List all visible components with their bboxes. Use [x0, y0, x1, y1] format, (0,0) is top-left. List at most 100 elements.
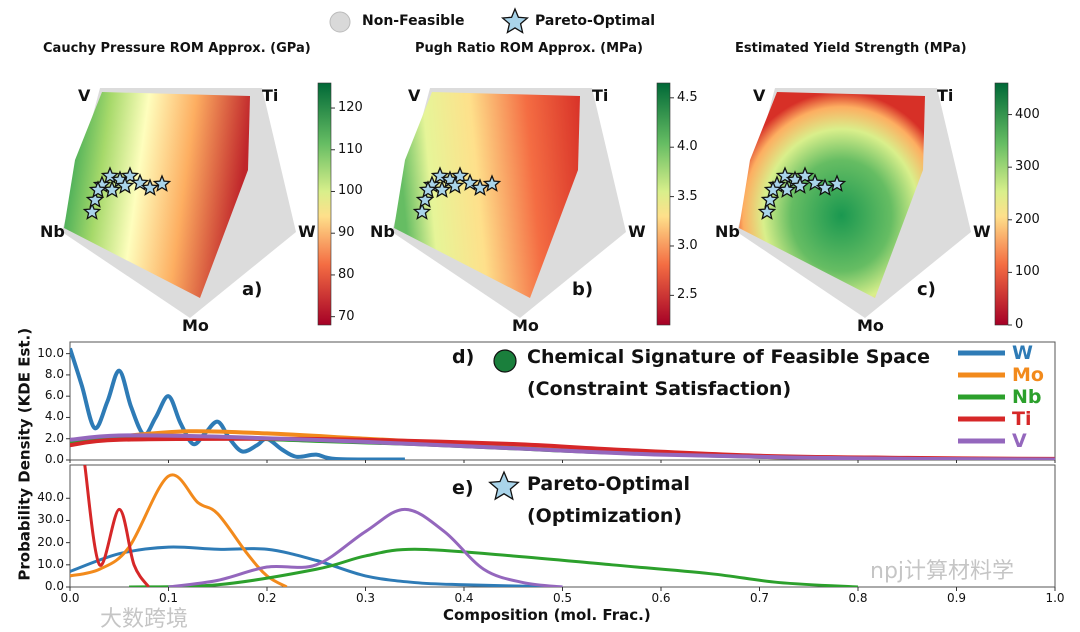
panel-label-c: c): [917, 279, 936, 300]
pareto-point-icon: [85, 190, 105, 208]
kde-line-nb: [129, 547, 859, 587]
colorbar-tick-label: 100: [338, 183, 363, 199]
x-tick-label: 0.5: [552, 591, 573, 605]
vertex-label-v: V: [408, 86, 421, 105]
x-tick-label: 0.0: [60, 591, 80, 605]
pareto-point-icon: [450, 166, 470, 184]
pareto-point-icon: [415, 190, 435, 208]
y-tick-label: 2.0: [44, 430, 64, 445]
vertex-label-ti: Ti: [592, 86, 609, 105]
colorbar-tick-label: 400: [1015, 106, 1040, 122]
y-tick-label: 20.0: [37, 534, 64, 549]
colorbar-tick-label: 3.5: [677, 188, 698, 204]
pareto-point-icon: [140, 178, 160, 196]
legend-label-w: W: [1012, 342, 1033, 364]
composition-map-b: [392, 88, 626, 318]
vertex-label-w: W: [628, 222, 646, 241]
pareto-point-icon: [115, 176, 135, 194]
x-tick-label: 0.8: [848, 591, 868, 605]
y-tick-label: 8.0: [44, 366, 64, 381]
legend-label-nb: Nb: [1012, 386, 1042, 408]
panel-label-b: b): [572, 279, 594, 300]
panel-e-subtitle: (Optimization): [527, 505, 683, 527]
panel-d-title: Chemical Signature of Feasible Space: [527, 346, 931, 368]
y-tick-label: 4.0: [44, 409, 64, 424]
pareto-point-icon: [777, 180, 797, 198]
map-a-title: Cauchy Pressure ROM Approx. (GPa): [43, 41, 311, 56]
pareto-point-icon: [815, 178, 835, 196]
vertex-label-mo: Mo: [182, 316, 209, 335]
legend-pareto-label: Pareto-Optimal: [535, 13, 656, 29]
x-tick-label: 0.1: [158, 591, 179, 605]
x-axis-label: Composition (mol. Frac.): [443, 606, 651, 624]
kde-line-w: [70, 545, 563, 587]
vertex-label-v: V: [753, 86, 766, 105]
colorbar-tick-label: 110: [338, 141, 363, 157]
vertex-label-nb: Nb: [370, 222, 395, 241]
colorbar-tick-label: 120: [338, 100, 363, 116]
colorbar-tick-label: 3.0: [677, 237, 698, 253]
pareto-point-icon: [432, 180, 452, 198]
feasible-region: [739, 92, 925, 298]
vertex-label-ti: Ti: [937, 86, 954, 105]
pareto-point-icon: [412, 202, 432, 220]
pareto-point-icon: [120, 166, 140, 184]
x-tick-label: 0.9: [946, 591, 967, 605]
colorbar-tick-label: 200: [1015, 211, 1040, 227]
x-tick-label: 0.6: [651, 591, 671, 605]
panel-e-label: e): [452, 477, 474, 499]
legend-label-mo: Mo: [1012, 364, 1044, 386]
colorbar-tick-label: 2.5: [677, 287, 698, 303]
kde-line-mo: [70, 473, 288, 587]
y-tick-label: 30.0: [37, 512, 64, 527]
vertex-label-nb: Nb: [715, 222, 740, 241]
vertex-label-nb: Nb: [40, 222, 65, 241]
pareto-point-icon: [82, 202, 102, 220]
panel-label-a: a): [242, 279, 263, 300]
feasible-region: [394, 92, 580, 298]
composition-map-c: [737, 88, 971, 318]
panel-d-subtitle: (Constraint Satisfaction): [527, 378, 792, 400]
y-tick-label: 6.0: [44, 388, 64, 403]
pareto-point-icon: [827, 174, 847, 192]
composition-map-a: [62, 88, 296, 318]
legend-label-v: V: [1012, 430, 1027, 452]
colorbar-tick-label: 80: [338, 266, 355, 282]
legend-label-ti: Ti: [1012, 408, 1032, 430]
map-c-title: Estimated Yield Strength (MPa): [735, 41, 967, 56]
y-tick-label: 10.0: [37, 556, 64, 571]
pareto-point-icon: [470, 178, 490, 196]
vertex-label-w: W: [973, 222, 991, 241]
vertex-label-w: W: [298, 222, 316, 241]
pareto-point-icon: [445, 176, 465, 194]
kde-line-v: [168, 507, 563, 587]
pareto-marker-icon: [488, 470, 520, 501]
pareto-point-icon: [102, 180, 122, 198]
vertex-label-mo: Mo: [857, 316, 884, 335]
map-b-title: Pugh Ratio ROM Approx. (MPa): [415, 41, 643, 56]
x-tick-label: 1.0: [1045, 591, 1065, 605]
y-tick-label: 40.0: [37, 490, 64, 505]
x-tick-label: 0.7: [749, 591, 770, 605]
x-tick-label: 0.4: [454, 591, 474, 605]
panel-e-title: Pareto-Optimal: [527, 473, 690, 495]
kde-line-v: [70, 433, 1055, 460]
vertex-label-v: V: [78, 86, 91, 105]
vertex-label-ti: Ti: [262, 86, 279, 105]
colorbar-tick-label: 100: [1015, 264, 1040, 280]
colorbar: [994, 82, 1009, 326]
y-tick-label: 0.0: [44, 579, 64, 593]
pareto-point-icon: [760, 190, 780, 208]
pareto-point-icon: [795, 166, 815, 184]
x-tick-label: 0.3: [355, 591, 376, 605]
colorbar: [317, 82, 332, 326]
colorbar-tick-label: 4.0: [677, 139, 698, 155]
y-tick-label: 10.0: [37, 345, 64, 360]
feasible-marker-icon: [493, 349, 517, 373]
colorbar: [656, 82, 671, 326]
colorbar-tick-label: 70: [338, 308, 355, 324]
colorbar-tick-label: 0: [1015, 317, 1024, 332]
pareto-point-icon: [482, 174, 502, 192]
watermark-left: 大数跨境: [100, 607, 189, 632]
